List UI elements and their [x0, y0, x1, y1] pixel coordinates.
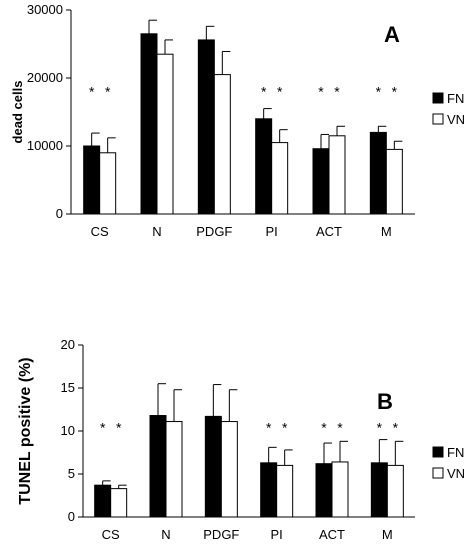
- bar-vn: [110, 488, 128, 518]
- legend-label: FN: [447, 91, 464, 106]
- x-tick-label: PI: [266, 224, 278, 239]
- bar-vn: [220, 421, 238, 518]
- panel-b-chart: 0 5 10 15 20 TUNEL positive (%) CS N PDGF PI ACT M *…: [17, 337, 465, 542]
- x-tick-label: ACT: [316, 224, 342, 239]
- x-tick-label: ACT: [319, 527, 345, 542]
- significance-star: *: [261, 84, 267, 100]
- significance-star: *: [392, 84, 398, 100]
- legend-swatch-fn: [432, 92, 444, 104]
- bar-fn: [140, 33, 158, 215]
- y-tick-label: 20: [61, 337, 75, 352]
- bar-vn: [213, 74, 231, 215]
- bar-fn: [255, 118, 273, 215]
- x-tick-label: N: [161, 527, 170, 542]
- significance-star: *: [393, 420, 399, 436]
- significance-star: *: [321, 420, 327, 436]
- significance-star: *: [100, 420, 106, 436]
- y-tick-label: 5: [68, 466, 75, 481]
- y-tick-label: 20000: [27, 70, 63, 85]
- significance-star: *: [376, 84, 382, 100]
- significance-star: *: [377, 420, 383, 436]
- significance-star: *: [116, 420, 122, 436]
- bar-fn: [83, 145, 101, 215]
- significance-star: *: [266, 420, 272, 436]
- y-tick-label: 10: [61, 423, 75, 438]
- panel-a-chart: 0 10000 20000 30000 dead cells CS N PDGF PI ACT M *…: [10, 2, 465, 239]
- y-tick-label: 0: [56, 206, 63, 221]
- significance-star: *: [334, 84, 340, 100]
- bar-fn: [315, 463, 333, 518]
- y-tick-label: 15: [61, 380, 75, 395]
- significance-star: *: [282, 420, 288, 436]
- x-tick-label: M: [381, 224, 392, 239]
- significance-star: *: [337, 420, 343, 436]
- y-axis-label: dead cells: [10, 81, 25, 144]
- bar-fn: [312, 148, 330, 215]
- significance-star: *: [318, 84, 324, 100]
- y-axis-label: TUNEL positive (%): [17, 357, 34, 504]
- x-tick-label: PDGF: [196, 224, 232, 239]
- bar-fn: [370, 462, 388, 518]
- bar-fn: [94, 484, 112, 518]
- bar-fn: [197, 39, 215, 215]
- significance-star: *: [105, 84, 111, 100]
- x-tick-label: CS: [102, 527, 120, 542]
- x-tick-label: CS: [91, 224, 109, 239]
- bar-vn: [385, 148, 403, 215]
- bar-fn: [149, 415, 167, 518]
- bar-vn: [331, 461, 349, 518]
- panel-label: A: [384, 22, 400, 47]
- x-tick-label: PI: [271, 527, 283, 542]
- bar-vn: [99, 152, 117, 215]
- significance-star: *: [89, 84, 95, 100]
- bar-vn: [386, 464, 404, 518]
- bar-fn: [369, 131, 387, 215]
- legend-label: VN: [447, 112, 465, 127]
- bar-fn: [204, 415, 222, 518]
- x-tick-label: N: [152, 224, 161, 239]
- legend-label: VN: [447, 466, 465, 481]
- legend-swatch-vn: [432, 113, 444, 125]
- bar-vn: [271, 142, 289, 215]
- bar-vn: [328, 135, 346, 215]
- panel-label: B: [377, 389, 393, 414]
- x-tick-label: M: [382, 527, 393, 542]
- bar-vn: [165, 421, 183, 518]
- significance-star: *: [277, 84, 283, 100]
- legend-label: FN: [447, 445, 464, 460]
- bar-fn: [260, 462, 278, 518]
- y-tick-label: 0: [68, 509, 75, 524]
- y-tick-label: 10000: [27, 138, 63, 153]
- legend-swatch-vn: [432, 467, 444, 479]
- bar-vn: [156, 53, 174, 215]
- legend-swatch-fn: [432, 446, 444, 458]
- y-tick-label: 30000: [27, 2, 63, 17]
- x-tick-label: PDGF: [203, 527, 239, 542]
- bar-vn: [276, 464, 294, 518]
